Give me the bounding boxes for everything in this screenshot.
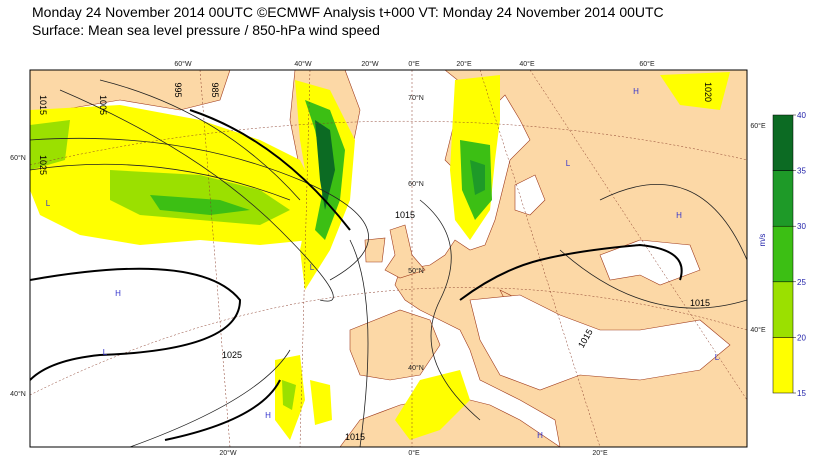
pressure-center: L — [566, 159, 571, 168]
map-layers — [30, 70, 747, 447]
isobar-label: 1015 — [690, 298, 710, 308]
isobar-label: 1020 — [703, 82, 713, 102]
pressure-center: L — [46, 199, 51, 208]
pressure-center: L — [310, 263, 315, 272]
isobar-label: 1025 — [38, 155, 48, 175]
subtitle-line: Surface: Mean sea level pressure / 850-h… — [32, 22, 380, 38]
title-line: Monday 24 November 2014 00UTC ©ECMWF Ana… — [32, 4, 664, 20]
graticule-label: 60°E — [750, 122, 766, 130]
graticule-label: 40°E — [750, 326, 766, 334]
graticule-label: 20°E — [592, 449, 608, 457]
pressure-center: H — [676, 211, 682, 220]
isobar-label: 985 — [210, 82, 220, 97]
isobar-label: 1015 — [38, 95, 48, 115]
legend-tick-label: 35 — [797, 167, 806, 176]
graticule-label: 20°W — [361, 60, 379, 68]
graticule-label: 40°E — [519, 60, 535, 68]
sea — [469, 174, 731, 391]
pressure-center: H — [633, 87, 639, 96]
isobar-label: 995 — [173, 82, 183, 97]
legend-swatch — [772, 337, 794, 394]
graticule-label: 60°N — [10, 154, 26, 162]
pressure-center: H — [265, 411, 271, 420]
graticule — [30, 70, 747, 447]
legend-tick-label: 20 — [797, 333, 806, 342]
graticule-label: 60°N — [408, 180, 424, 188]
graticule-label: 0°E — [408, 449, 420, 457]
isobar-label: 1015 — [395, 210, 415, 220]
isobars-bold — [30, 109, 683, 441]
legend-tick-label: 15 — [797, 389, 806, 398]
graticule-label: 70°N — [408, 94, 424, 102]
graticule-label: 40°N — [408, 364, 424, 372]
pressure-center: L — [103, 348, 108, 357]
pressure-center: L — [715, 353, 720, 362]
legend-tick-label: 40 — [797, 111, 806, 120]
isobar-label: 1015 — [345, 432, 365, 442]
legend-unit: m/s — [758, 234, 767, 247]
legend-tick-label: 30 — [797, 222, 806, 231]
graticule-label: 0°E — [408, 60, 420, 68]
legend-swatch — [772, 281, 794, 338]
graticule-label: 60°E — [639, 60, 655, 68]
legend-tick-label: 25 — [797, 278, 806, 287]
pressure-center: H — [537, 431, 543, 440]
legend-swatch — [772, 170, 794, 227]
wind-shading — [30, 72, 730, 440]
legend-swatch — [772, 225, 794, 283]
graticule-label: 20°W — [219, 449, 237, 457]
isobar-label: 1005 — [98, 95, 108, 115]
isobar-label: 1025 — [222, 350, 242, 360]
isobars — [30, 79, 747, 447]
graticule-label: 40°N — [10, 390, 26, 398]
legend-swatch — [772, 114, 794, 171]
graticule-label: 50°N — [408, 267, 424, 275]
map-frame — [29, 69, 748, 448]
graticule-label: 60°W — [174, 60, 192, 68]
graticule-label: 40°W — [294, 60, 312, 68]
graticule-label: 20°E — [456, 60, 472, 68]
pressure-center: H — [115, 289, 121, 298]
